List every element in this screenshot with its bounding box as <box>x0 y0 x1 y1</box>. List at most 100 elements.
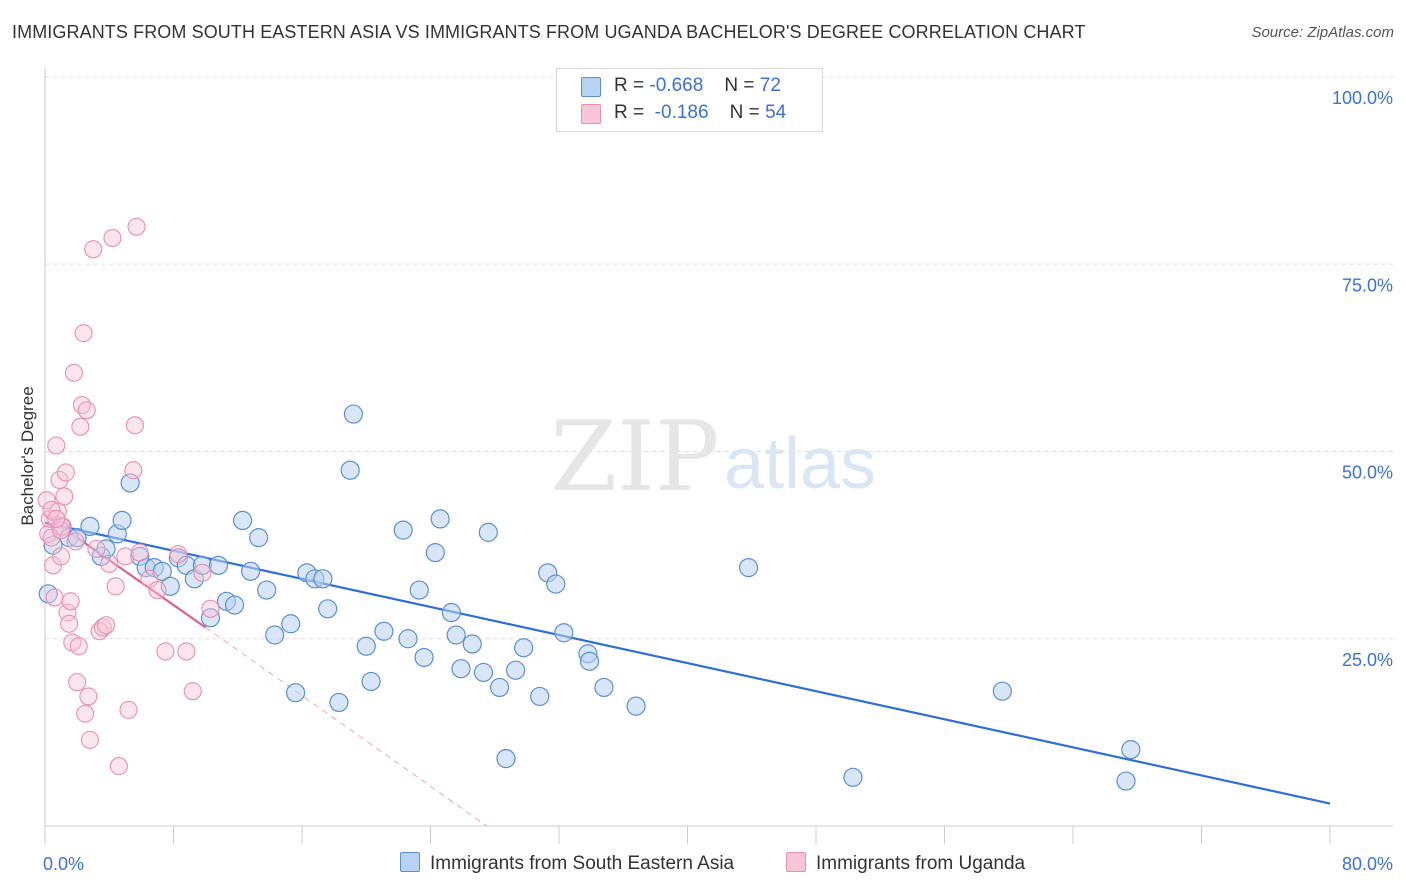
uganda-point <box>45 588 64 607</box>
uganda-point <box>116 547 135 566</box>
sea-point <box>430 509 450 529</box>
y-axis-label: Bachelor's Degree <box>18 386 37 526</box>
sea-point <box>257 580 277 600</box>
uganda-point <box>127 217 146 236</box>
uganda-point <box>169 545 188 564</box>
x-tick-label-max: 80.0% <box>1342 854 1393 874</box>
gridlines <box>45 76 1393 640</box>
legend-n-value-uganda: 54 <box>765 102 787 123</box>
uganda-trendline-extension <box>205 627 488 827</box>
sea-point <box>546 574 566 594</box>
sea-point <box>393 520 413 540</box>
sea-point <box>80 516 100 537</box>
uganda-point <box>42 528 61 547</box>
sea-point <box>462 634 482 654</box>
uganda-point <box>60 614 79 633</box>
sea-point <box>398 629 418 649</box>
uganda-point <box>58 603 77 622</box>
uganda-point <box>71 417 90 436</box>
sea-point <box>530 686 550 707</box>
sea-point <box>554 623 574 643</box>
uganda-point <box>42 500 61 519</box>
sea-point <box>281 614 301 634</box>
legend-swatch-blue <box>581 77 601 97</box>
watermark-zip: ZIP <box>550 401 719 513</box>
uganda-point <box>106 577 125 596</box>
bottom-legend-label-sea: Immigrants from South Eastern Asia <box>430 853 735 874</box>
sea-point <box>626 696 646 716</box>
uganda-point <box>56 463 75 482</box>
series-sea-points <box>38 404 1141 791</box>
uganda-point <box>47 509 66 528</box>
legend-r-value-sea: -0.668 <box>649 75 704 96</box>
sea-point <box>489 677 510 698</box>
uganda-point <box>100 554 119 573</box>
sea-point <box>343 404 363 424</box>
trend-lines <box>44 514 1331 827</box>
y-tick-label: 75.0% <box>1342 275 1393 295</box>
uganda-point <box>74 324 93 343</box>
sea-point <box>414 647 434 668</box>
y-tick-label: 100.0% <box>1332 88 1393 108</box>
uganda-point <box>87 539 106 558</box>
uganda-point <box>80 730 100 749</box>
sea-point <box>374 621 394 641</box>
sea-point <box>425 543 445 563</box>
legend-n-value-sea: 72 <box>759 75 781 96</box>
uganda-point <box>50 470 69 490</box>
sea-point <box>992 681 1012 701</box>
sea-point <box>441 602 461 623</box>
sea-point <box>451 659 471 679</box>
uganda-point <box>37 491 56 510</box>
sea-point <box>594 677 614 698</box>
uganda-point <box>193 563 212 582</box>
axes <box>44 68 1393 844</box>
uganda-point <box>77 401 96 420</box>
sea-point <box>112 510 132 531</box>
uganda-point <box>156 642 175 661</box>
sea-point <box>409 580 429 600</box>
bottom-legend-uganda: Immigrants from Uganda <box>786 852 1025 875</box>
uganda-point <box>76 704 95 723</box>
uganda-point <box>47 436 66 455</box>
sea-point <box>1116 771 1136 791</box>
sea-point <box>738 557 759 578</box>
legend-r-label: R = <box>614 102 645 123</box>
sea-point <box>514 638 534 658</box>
uganda-point <box>201 599 220 618</box>
uganda-point <box>68 673 87 692</box>
uganda-point <box>93 618 112 637</box>
uganda-point <box>103 228 122 248</box>
legend-n-label: N = <box>724 75 755 96</box>
sea-point <box>329 692 349 713</box>
uganda-point <box>148 581 167 600</box>
sea-trendline <box>44 521 1331 805</box>
sea-point <box>356 636 376 656</box>
tick-labels: 100.0% 75.0% 50.0% 25.0% 0.0% 80.0% <box>43 88 1393 874</box>
sea-point <box>446 625 466 645</box>
y-tick-label: 50.0% <box>1342 463 1393 483</box>
uganda-point <box>55 487 74 506</box>
uganda-point <box>52 547 71 566</box>
chart-title: IMMIGRANTS FROM SOUTH EASTERN ASIA VS IM… <box>12 22 1086 42</box>
bottom-legend-swatch-pink <box>786 852 806 872</box>
sea-point <box>224 595 245 615</box>
sea-point <box>96 539 116 559</box>
uganda-point <box>69 637 88 656</box>
uganda-point <box>66 532 85 551</box>
sea-point <box>249 528 269 548</box>
uganda-point <box>109 757 128 776</box>
sea-point <box>340 460 360 480</box>
legend-n-label: N = <box>729 102 760 123</box>
sea-point <box>241 561 261 581</box>
legend-r-value-uganda: -0.186 <box>654 102 709 123</box>
sea-point <box>318 599 338 619</box>
bottom-legend-swatch-blue <box>400 852 420 872</box>
uganda-point <box>125 416 144 435</box>
sea-point <box>361 671 381 692</box>
uganda-point <box>177 642 196 661</box>
bottom-legend-sea: Immigrants from South Eastern Asia <box>400 852 734 875</box>
uganda-point <box>84 240 103 259</box>
sea-point <box>232 510 253 531</box>
